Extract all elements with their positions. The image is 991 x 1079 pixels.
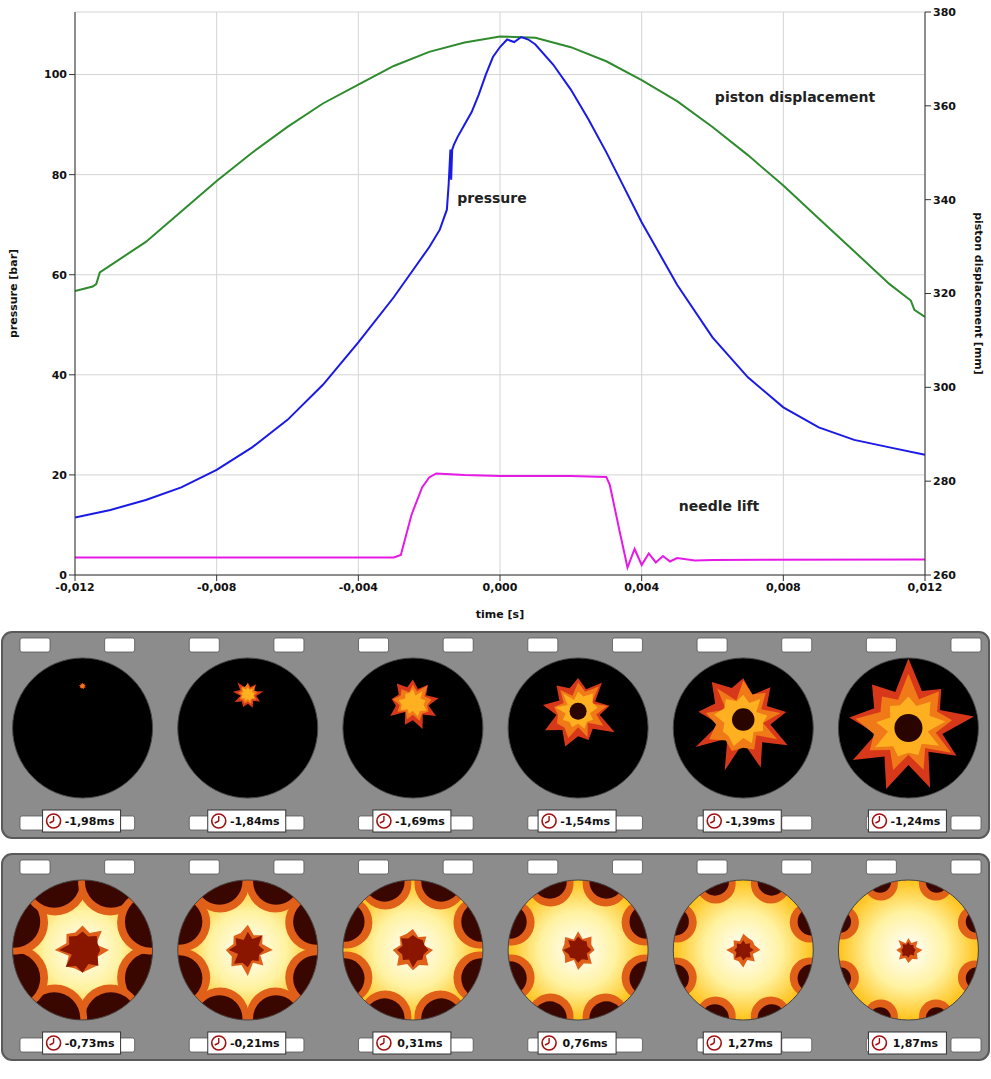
svg-text:-0,004: -0,004 xyxy=(339,581,379,594)
svg-text:280: 280 xyxy=(933,475,956,488)
svg-text:0,76ms: 0,76ms xyxy=(563,1037,609,1050)
svg-text:time [s]: time [s] xyxy=(476,608,524,621)
svg-text:1,27ms: 1,27ms xyxy=(728,1037,774,1050)
svg-text:-1,39ms: -1,39ms xyxy=(725,815,775,828)
svg-text:0: 0 xyxy=(59,569,67,582)
svg-text:20: 20 xyxy=(52,469,68,482)
svg-text:pressure [bar]: pressure [bar] xyxy=(7,249,20,338)
svg-text:-0,73ms: -0,73ms xyxy=(65,1037,115,1050)
svg-text:piston displacement: piston displacement xyxy=(715,89,876,105)
svg-text:60: 60 xyxy=(52,269,68,282)
svg-text:1,87ms: 1,87ms xyxy=(893,1037,939,1050)
svg-text:0,31ms: 0,31ms xyxy=(397,1037,443,1050)
svg-text:340: 340 xyxy=(933,194,956,207)
svg-text:80: 80 xyxy=(52,169,68,182)
svg-text:0,000: 0,000 xyxy=(483,581,518,594)
svg-text:300: 300 xyxy=(933,381,956,394)
svg-text:-0,008: -0,008 xyxy=(197,581,236,594)
svg-text:-0,012: -0,012 xyxy=(55,581,94,594)
svg-text:-1,69ms: -1,69ms xyxy=(395,815,445,828)
svg-text:-1,54ms: -1,54ms xyxy=(560,815,610,828)
svg-text:-1,98ms: -1,98ms xyxy=(65,815,115,828)
svg-text:0,012: 0,012 xyxy=(908,581,943,594)
svg-text:0,004: 0,004 xyxy=(624,581,659,594)
svg-text:100: 100 xyxy=(44,68,67,81)
svg-text:380: 380 xyxy=(933,6,956,19)
svg-text:260: 260 xyxy=(933,569,956,582)
svg-text:-0,21ms: -0,21ms xyxy=(230,1037,280,1050)
svg-text:320: 320 xyxy=(933,287,956,300)
svg-text:pressure: pressure xyxy=(457,190,526,206)
svg-text:piston displacement [mm]: piston displacement [mm] xyxy=(972,212,985,375)
svg-text:40: 40 xyxy=(52,369,68,382)
svg-text:-1,84ms: -1,84ms xyxy=(230,815,280,828)
svg-text:360: 360 xyxy=(933,100,956,113)
svg-text:0,008: 0,008 xyxy=(766,581,801,594)
svg-text:-1,24ms: -1,24ms xyxy=(891,815,941,828)
svg-text:needle lift: needle lift xyxy=(679,498,760,514)
